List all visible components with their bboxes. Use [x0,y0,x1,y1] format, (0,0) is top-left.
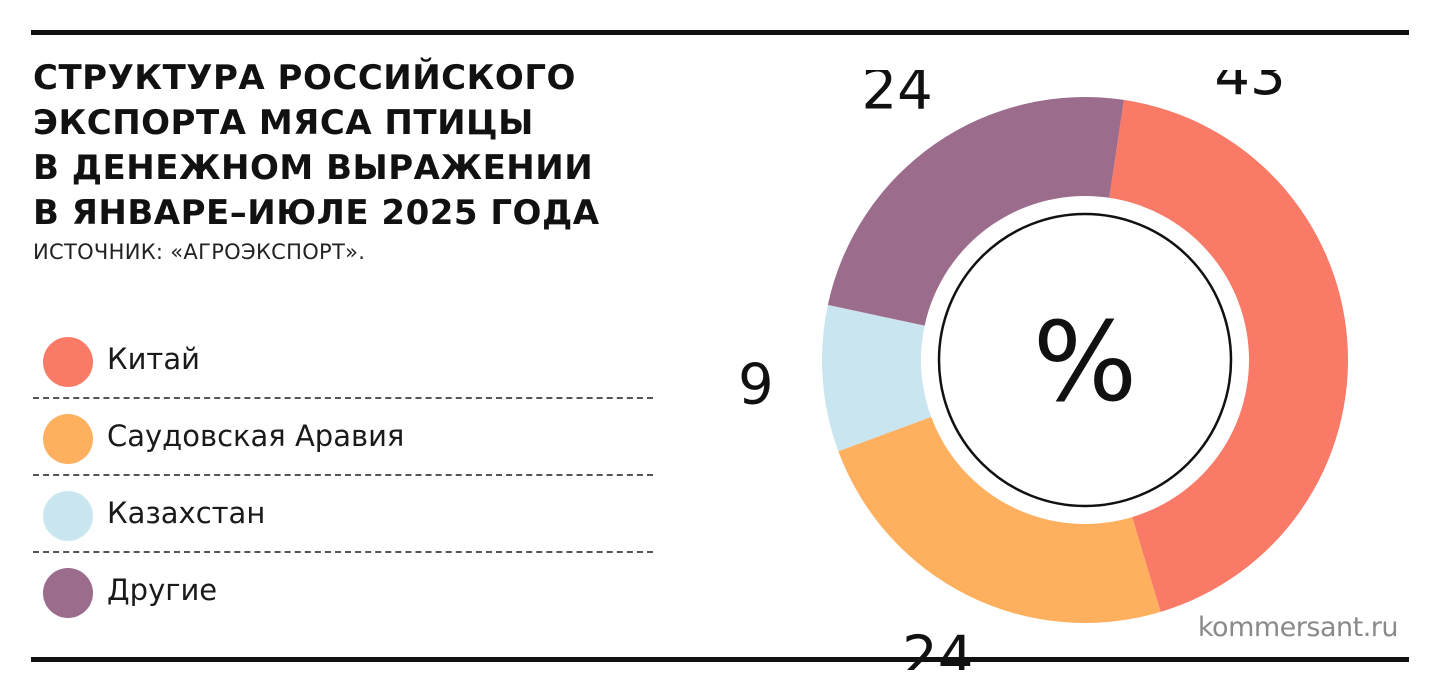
legend-item-saudi-arabia: Саудовская Аравия [33,399,653,476]
slice-label-china: 43 [1214,70,1285,108]
title-line-4: В ЯНВАРЕ–ИЮЛЕ 2025 ГОДА [33,193,600,233]
slice-label-others: 24 [862,70,933,123]
donut-slices [822,97,1348,623]
legend-item-kazakhstan: Казахстан [33,476,653,553]
slice-label-saudi-arabia: 24 [902,624,973,670]
title-line-2: ЭКСПОРТА МЯСА ПТИЦЫ [33,103,534,143]
top-rule [31,30,1409,35]
slice-labels: 43 24 9 24 [738,70,1286,670]
source-note: ИСТОЧНИК: «АГРОЭКСПОРТ». [33,240,366,264]
legend-swatch-saudi-arabia [43,414,93,464]
legend-label-kazakhstan: Казахстан [107,496,266,530]
legend-item-china: Китай [33,322,653,399]
legend-label-others: Другие [107,573,218,607]
legend-item-others: Другие [33,553,653,630]
legend-swatch-kazakhstan [43,491,93,541]
credit-watermark: kommersant.ru [1197,612,1399,643]
center-percent-label: % [1033,298,1138,426]
legend: Китай Саудовская Аравия Казахстан Другие [33,322,653,630]
title-line-1: СТРУКТУРА РОССИЙСКОГО [33,58,576,98]
slice-label-kazakhstan: 9 [738,353,774,418]
slice-china [1109,99,1348,612]
bottom-rule [31,657,1409,662]
legend-label-china: Китай [107,342,200,376]
center-ring [937,212,1233,508]
legend-swatch-china [43,337,93,387]
slice-saudi-arabia [838,416,1161,623]
legend-swatch-others [43,568,93,618]
slice-others [827,97,1124,326]
legend-label-saudi-arabia: Саудовская Аравия [107,419,405,453]
slice-kazakhstan [822,304,932,452]
chart-title: СТРУКТУРА РОССИЙСКОГО ЭКСПОРТА МЯСА ПТИЦ… [33,56,713,236]
title-line-3: В ДЕНЕЖНОМ ВЫРАЖЕНИИ [33,148,594,188]
donut-chart: % 43 24 9 24 [738,70,1348,670]
